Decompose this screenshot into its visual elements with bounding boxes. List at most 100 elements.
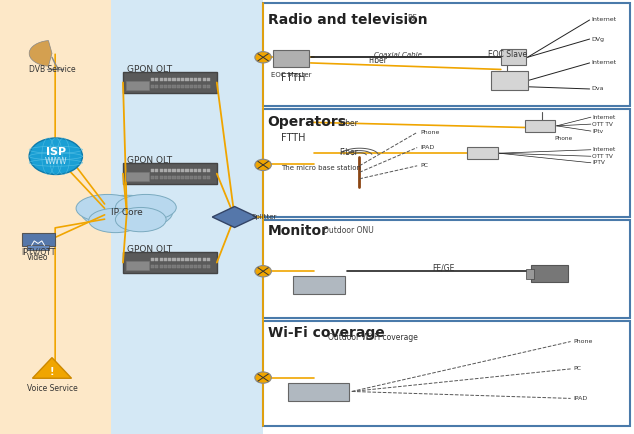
- Bar: [160, 265, 163, 268]
- Bar: [491, 71, 528, 90]
- Bar: [151, 258, 154, 261]
- Bar: [185, 265, 188, 268]
- Bar: [501, 49, 526, 65]
- Bar: [172, 85, 176, 88]
- Text: FE/GE: FE/GE: [432, 264, 455, 273]
- Bar: [168, 258, 171, 261]
- Circle shape: [29, 138, 82, 174]
- Polygon shape: [212, 207, 257, 227]
- Bar: [263, 0, 634, 434]
- Text: Wi-Fi coverage: Wi-Fi coverage: [268, 326, 384, 339]
- Circle shape: [255, 266, 271, 277]
- Text: GPON OLT: GPON OLT: [127, 156, 172, 165]
- Bar: [164, 169, 167, 172]
- Text: PC: PC: [573, 366, 581, 372]
- Bar: [198, 85, 202, 88]
- Text: OTT TV: OTT TV: [592, 122, 613, 127]
- Text: Outdoor ONU: Outdoor ONU: [323, 226, 374, 235]
- Polygon shape: [29, 40, 52, 66]
- Text: Dva: Dva: [591, 86, 604, 92]
- Circle shape: [255, 372, 271, 383]
- Bar: [164, 265, 167, 268]
- Text: Fiber: Fiber: [368, 56, 387, 65]
- Ellipse shape: [81, 195, 172, 230]
- Text: GPON OLT: GPON OLT: [127, 245, 172, 254]
- Bar: [172, 258, 176, 261]
- Bar: [181, 176, 184, 179]
- Bar: [0, 0, 111, 434]
- Bar: [207, 265, 210, 268]
- Text: Operators: Operators: [268, 115, 347, 128]
- Text: Video: Video: [27, 253, 49, 262]
- Bar: [181, 169, 184, 172]
- Bar: [27, 245, 49, 250]
- Bar: [168, 78, 171, 81]
- Bar: [190, 258, 193, 261]
- Text: RF: RF: [408, 14, 417, 23]
- Ellipse shape: [115, 194, 176, 220]
- Bar: [288, 383, 349, 401]
- Bar: [155, 169, 158, 172]
- Text: Internet: Internet: [592, 147, 616, 152]
- Text: Phone: Phone: [420, 130, 440, 135]
- Bar: [172, 176, 176, 179]
- Bar: [123, 163, 217, 184]
- Text: Splitter: Splitter: [252, 214, 277, 220]
- Bar: [151, 85, 154, 88]
- Bar: [194, 176, 197, 179]
- Bar: [526, 269, 534, 279]
- Text: IP Core: IP Core: [111, 208, 143, 217]
- Bar: [203, 78, 206, 81]
- Bar: [155, 78, 158, 81]
- Text: DVg: DVg: [591, 36, 604, 42]
- Text: Phone: Phone: [573, 339, 593, 344]
- Bar: [263, 3, 630, 106]
- Bar: [263, 321, 630, 426]
- Ellipse shape: [76, 194, 139, 222]
- Text: Monitor: Monitor: [268, 224, 328, 238]
- Bar: [207, 78, 210, 81]
- Bar: [207, 176, 210, 179]
- Bar: [177, 265, 180, 268]
- Bar: [207, 85, 210, 88]
- Bar: [198, 265, 202, 268]
- Text: WWW: WWW: [44, 157, 67, 166]
- Bar: [155, 258, 158, 261]
- Bar: [168, 85, 171, 88]
- Text: OTT TV: OTT TV: [592, 154, 613, 159]
- Bar: [151, 169, 154, 172]
- Bar: [203, 258, 206, 261]
- Bar: [190, 176, 193, 179]
- Text: EOC Slave: EOC Slave: [488, 50, 527, 59]
- Bar: [181, 78, 184, 81]
- Bar: [198, 176, 202, 179]
- Bar: [203, 176, 206, 179]
- Bar: [198, 78, 202, 81]
- Bar: [525, 120, 555, 132]
- Bar: [185, 176, 188, 179]
- Text: Phone: Phone: [555, 136, 573, 141]
- Bar: [177, 176, 180, 179]
- Text: EOC Master: EOC Master: [271, 72, 311, 79]
- Bar: [126, 172, 149, 181]
- Bar: [293, 276, 345, 294]
- Text: DVB Service: DVB Service: [29, 65, 75, 74]
- Bar: [172, 78, 176, 81]
- Text: FTTH: FTTH: [281, 73, 306, 83]
- Bar: [181, 265, 184, 268]
- Bar: [263, 220, 630, 318]
- Text: IPAD: IPAD: [420, 145, 434, 150]
- Bar: [164, 258, 167, 261]
- Bar: [203, 169, 206, 172]
- Bar: [185, 85, 188, 88]
- Bar: [181, 258, 184, 261]
- Bar: [164, 176, 167, 179]
- Bar: [190, 265, 193, 268]
- Bar: [168, 169, 171, 172]
- Bar: [181, 85, 184, 88]
- Bar: [168, 176, 171, 179]
- Text: Internet: Internet: [592, 115, 616, 120]
- Bar: [160, 85, 163, 88]
- Text: Coaxial Cable: Coaxial Cable: [374, 52, 422, 58]
- Bar: [126, 261, 149, 270]
